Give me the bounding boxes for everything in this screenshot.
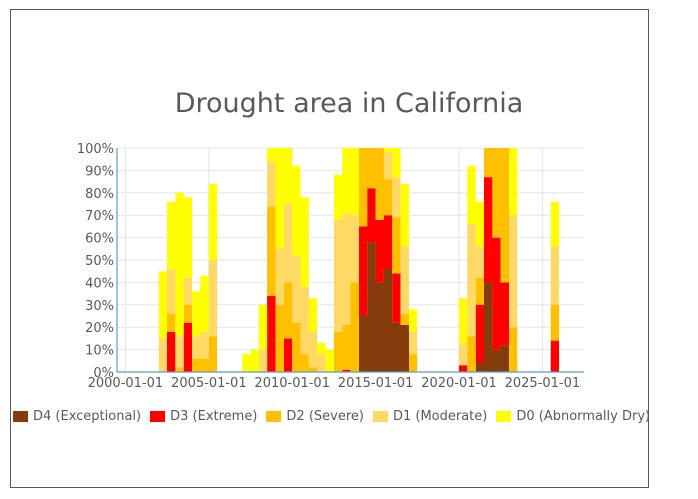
legend-swatch <box>150 411 166 422</box>
x-tick-label: 2020-01-01 <box>421 376 497 391</box>
legend-swatch <box>496 411 512 422</box>
legend-item: D4 (Exceptional) <box>13 409 141 424</box>
legend-item: D1 (Moderate) <box>372 409 488 424</box>
legend-swatch <box>372 411 388 422</box>
y-tick-label: 10% <box>85 344 114 359</box>
chart-title: Drought area in California <box>174 88 524 119</box>
y-tick-label: 100% <box>77 142 114 157</box>
x-tick-label: 2015-01-01 <box>338 376 414 391</box>
chart-legend: D4 (Exceptional) D3 (Extreme) D2 (Severe) D… <box>13 409 659 424</box>
x-tick-label: 2000-01-01 <box>88 376 164 391</box>
x-tick-label: 2025-01-01 <box>505 376 581 391</box>
legend-item: D2 (Severe) <box>266 409 364 424</box>
y-tick-label: 0% <box>93 366 114 381</box>
y-tick-label: 50% <box>85 254 114 269</box>
x-tick-label: 2010-01-01 <box>254 376 330 391</box>
y-tick-label: 90% <box>85 164 114 179</box>
legend-label: D2 (Severe) <box>286 409 364 424</box>
y-tick-label: 70% <box>85 209 114 224</box>
area-d2 <box>125 148 568 372</box>
y-tick-label: 80% <box>85 187 114 202</box>
y-tick-label: 30% <box>85 299 114 314</box>
legend-label: D3 (Extreme) <box>170 409 258 424</box>
y-tick-label: 40% <box>85 276 114 291</box>
y-tick-label: 20% <box>85 321 114 336</box>
y-tick-label: 60% <box>85 232 114 247</box>
legend-label: D4 (Exceptional) <box>33 409 142 424</box>
area-d0 <box>125 148 568 372</box>
area-d1 <box>125 148 568 372</box>
legend-label: D1 (Moderate) <box>392 409 488 424</box>
legend-item: D3 (Extreme) <box>150 409 257 424</box>
legend-item: D0 (Abnormally Dry) <box>496 409 650 424</box>
x-tick-label: 2005-01-01 <box>171 376 247 391</box>
legend-swatch <box>266 411 282 422</box>
legend-label: D0 (Abnormally Dry) <box>516 409 651 424</box>
area-d3 <box>125 177 568 372</box>
legend-swatch <box>13 411 28 422</box>
